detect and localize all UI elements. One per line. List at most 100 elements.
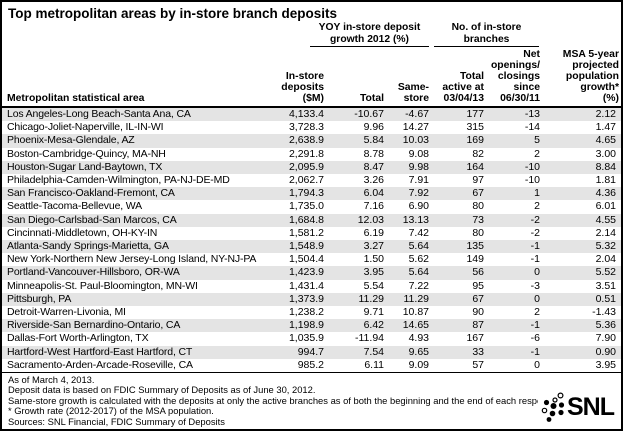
value-cell: 7.54 — [363, 345, 384, 358]
value-cell: 7.90 — [595, 332, 617, 345]
value-cell: -11.94 — [355, 332, 384, 345]
value-cell: 3.95 — [595, 358, 617, 371]
msa-name-cell: Phoenix-Mesa-Glendale, AZ — [7, 134, 135, 147]
value-cell: 80 — [472, 226, 484, 239]
value-cell: 0 — [534, 358, 541, 371]
deposits-table: YOY in-store deposit growth 2012 (%) No.… — [2, 22, 621, 372]
value-cell: -3 — [530, 279, 541, 292]
value-cell: -1 — [530, 345, 541, 358]
column-group-spacer — [542, 22, 621, 47]
value-cell: 2 — [534, 306, 541, 319]
value-cell: 12.03 — [357, 213, 384, 226]
value-cell: 994.7 — [297, 345, 324, 358]
footnote-deposit-data: Deposit data is based on FDIC Summary of… — [8, 384, 316, 396]
msa-name-cell: Portland-Vancouver-Hillsboro, OR-WA — [7, 266, 180, 279]
msa-name-cell: Los Angeles-Long Beach-Santa Ana, CA — [7, 108, 191, 120]
value-cell: 1,581.2 — [288, 226, 324, 239]
value-cell: 6.42 — [363, 319, 384, 332]
column-header-branches-active: Total active at 03/04/13 — [431, 47, 486, 108]
value-cell: 2,062.7 — [288, 174, 324, 187]
value-cell: 3.26 — [363, 174, 384, 187]
value-cell: -10 — [524, 174, 541, 187]
value-cell: 1,373.9 — [288, 292, 324, 305]
table-row: Detroit-Warren-Livonia, MI 1,238.2 9.71 10.… — [2, 306, 621, 319]
value-cell: 1,794.3 — [288, 187, 324, 200]
value-cell: 5.64 — [408, 266, 429, 279]
table-row: Houston-Sugar Land-Baytown, TX 2,095.9 8.4… — [2, 160, 621, 175]
value-cell: 90 — [472, 306, 484, 319]
msa-name-cell: Sacramento-Arden-Arcade-Roseville, CA — [7, 358, 193, 371]
value-cell: 7.42 — [408, 226, 429, 239]
value-cell: 2 — [534, 200, 541, 213]
msa-name-cell: Houston-Sugar Land-Baytown, TX — [7, 160, 163, 173]
value-cell: 14.27 — [402, 121, 429, 134]
msa-name-cell: Riverside-San Bernardino-Ontario, CA — [7, 319, 181, 332]
value-cell: 167 — [466, 332, 484, 345]
value-cell: 177 — [466, 108, 484, 120]
value-cell: 1 — [534, 187, 541, 200]
value-cell: 1,504.4 — [288, 253, 324, 266]
value-cell: 11.29 — [358, 292, 385, 305]
column-group-yoy-growth-label: YOY in-store deposit growth 2012 (%) — [310, 22, 429, 47]
msa-name-cell: Boston-Cambridge-Quincy, MA-NH — [7, 147, 166, 160]
value-cell: 7.92 — [408, 187, 429, 200]
value-cell: 13.13 — [402, 213, 429, 226]
msa-name-cell: Seattle-Tacoma-Bellevue, WA — [7, 200, 143, 213]
column-header-population-growth: MSA 5-year projected population growth* … — [542, 47, 621, 108]
value-cell: 8.78 — [363, 147, 384, 160]
table-row: Boston-Cambridge-Quincy, MA-NH 2,291.8 8.7… — [2, 148, 621, 161]
column-header-row: Metropolitan statistical area In-store d… — [2, 47, 621, 108]
value-cell: 1,548.9 — [288, 240, 324, 253]
msa-name-cell: Detroit-Warren-Livonia, MI — [7, 306, 126, 319]
value-cell: 2,638.9 — [288, 134, 324, 147]
value-cell: -14 — [524, 121, 541, 134]
table-row: Los Angeles-Long Beach-Santa Ana, CA 4,13… — [2, 107, 621, 122]
value-cell: 1,684.8 — [288, 213, 324, 226]
table-row: Riverside-San Bernardino-Ontario, CA 1,19… — [2, 319, 621, 333]
table-row: Dallas-Fort Worth-Arlington, TX 1,035.9 -1… — [2, 332, 621, 345]
msa-name-cell: Hartford-West Hartford-East Hartford, CT — [7, 345, 193, 358]
value-cell: 7.16 — [363, 200, 384, 213]
table-row: New York-Northern New Jersey-Long Island… — [2, 253, 621, 266]
value-cell: 8.84 — [595, 160, 617, 173]
value-cell: 7.91 — [408, 174, 429, 187]
value-cell: 73 — [472, 213, 484, 226]
table-row: Seattle-Tacoma-Bellevue, WA 1,735.0 7.16 6.… — [2, 200, 621, 213]
value-cell: 9.08 — [408, 147, 429, 160]
footnote-sources: Sources: SNL Financial, FDIC Summary of … — [8, 415, 225, 427]
table-row: Sacramento-Arden-Arcade-Roseville, CA 985… — [2, 359, 621, 372]
msa-name-cell: New York-Northern New Jersey-Long Island… — [7, 253, 257, 266]
value-cell: 5.62 — [408, 253, 429, 266]
table-row: Chicago-Joliet-Naperville, IL-IN-WI 3,728… — [2, 121, 621, 134]
footnote-same-store: Same-store growth is calculated with the… — [8, 394, 593, 406]
value-cell: 14.65 — [402, 319, 429, 332]
value-cell: -1 — [530, 253, 541, 266]
value-cell: 7.22 — [408, 279, 429, 292]
table-row: Pittsburgh, PA 1,373.9 11.29 11.29 67 0 0.51 — [2, 292, 621, 307]
value-cell: 5.36 — [595, 319, 617, 332]
value-cell: 0 — [534, 292, 541, 305]
value-cell: 3.51 — [595, 279, 617, 292]
footnote-as-of-date: As of March 4, 2013. — [8, 374, 95, 386]
value-cell: 0.51 — [595, 292, 617, 305]
value-cell: 315 — [466, 121, 484, 134]
snl-logo-dots-icon — [541, 392, 565, 422]
value-cell: 97 — [472, 174, 484, 187]
table-row: Phoenix-Mesa-Glendale, AZ 2,638.9 5.84 10.0… — [2, 134, 621, 148]
value-cell: 1.50 — [363, 253, 384, 266]
msa-name-cell: Pittsburgh, PA — [7, 292, 72, 305]
value-cell: 135 — [466, 240, 484, 253]
value-cell: 2,291.8 — [288, 147, 324, 160]
value-cell: 2.12 — [595, 108, 617, 120]
table-row: Atlanta-Sandy Springs-Marietta, GA 1,548.… — [2, 240, 621, 254]
msa-name-cell: Philadelphia-Camden-Wilmington, PA-NJ-DE… — [7, 174, 230, 187]
value-cell: -10 — [524, 160, 541, 173]
value-cell: 6.04 — [363, 187, 384, 200]
msa-name-cell: Chicago-Joliet-Naperville, IL-IN-WI — [7, 121, 164, 134]
value-cell: 1,431.4 — [288, 279, 324, 292]
value-cell: 5.32 — [595, 240, 617, 253]
value-cell: 6.01 — [595, 200, 617, 213]
value-cell: 56 — [472, 266, 484, 279]
value-cell: 9.98 — [408, 160, 429, 173]
